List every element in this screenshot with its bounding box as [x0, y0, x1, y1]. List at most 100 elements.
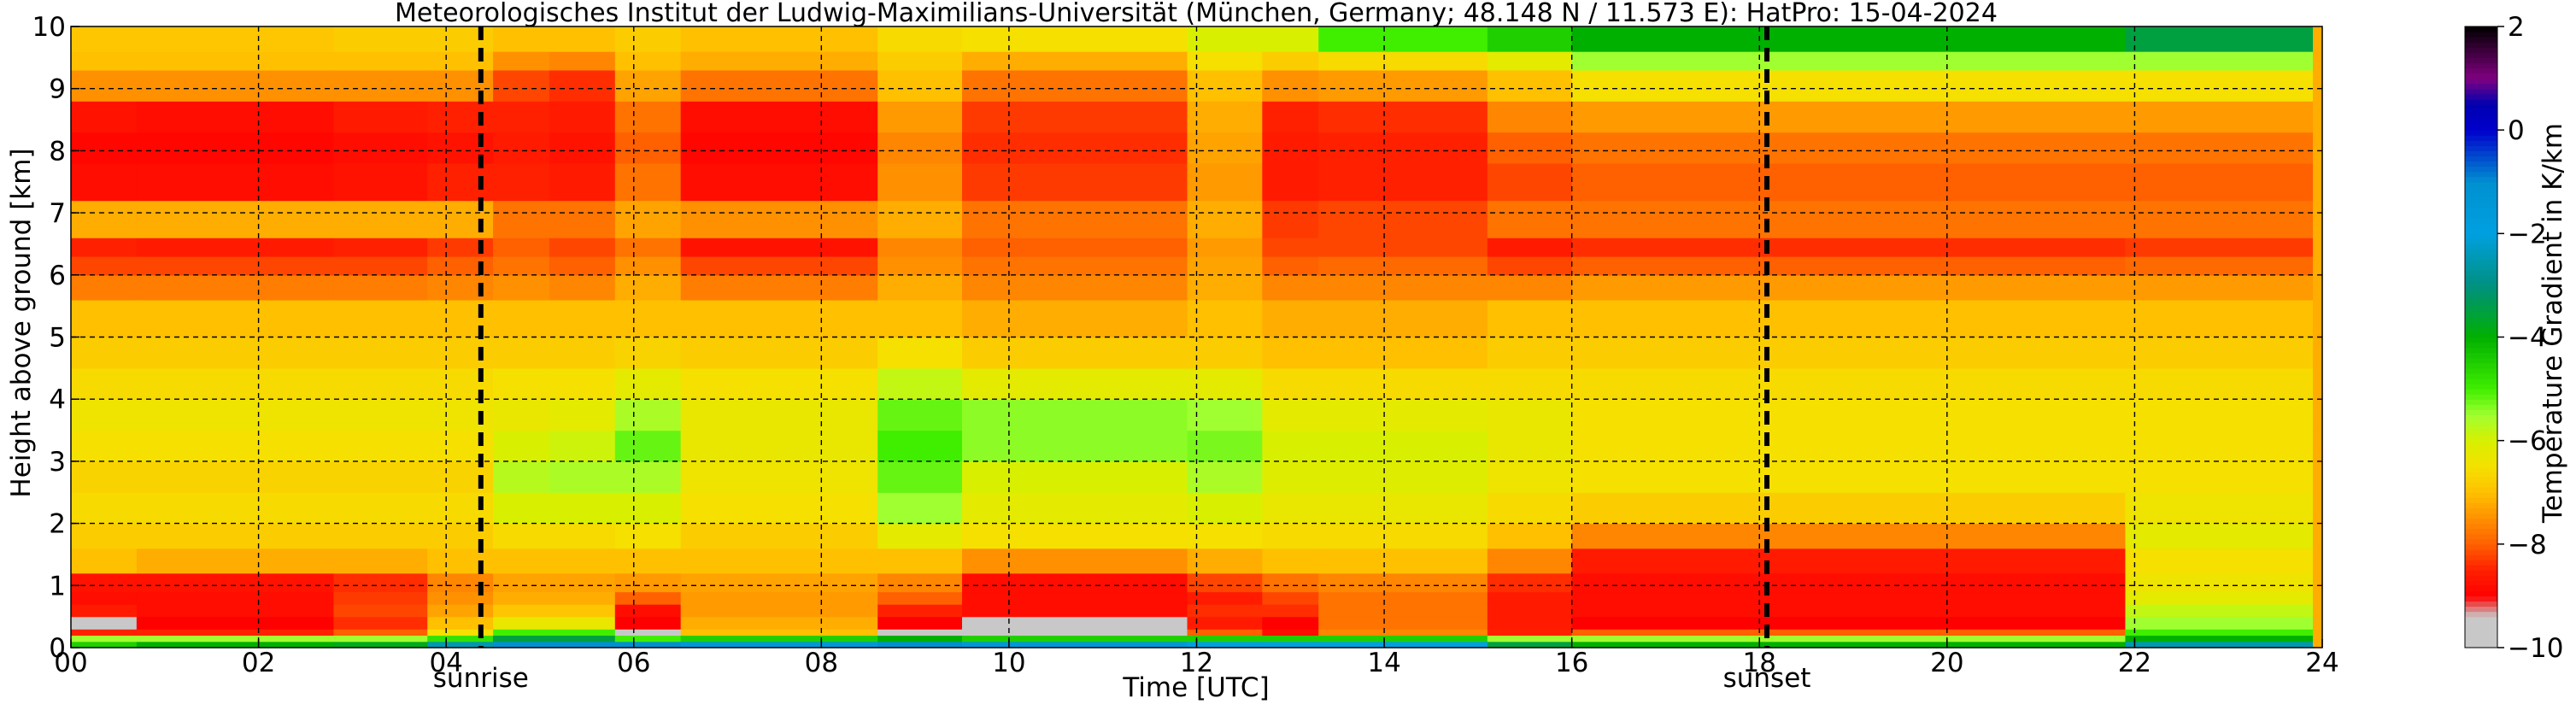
heatmap-cell	[680, 51, 878, 71]
heatmap-cell	[549, 523, 616, 549]
x-tick-label: 04	[429, 648, 462, 678]
heatmap-cell	[2313, 132, 2323, 164]
heatmap-cell	[2125, 523, 2314, 549]
heatmap-cell	[1487, 337, 1573, 369]
heatmap-cell	[877, 523, 963, 549]
heatmap-cell	[1262, 101, 1319, 133]
heatmap-cell	[549, 299, 616, 338]
heatmap-cell	[1262, 523, 1319, 549]
colorbar-tick-label: 0	[2508, 115, 2525, 146]
colorbar-swatch	[2465, 223, 2497, 229]
heatmap-cell	[877, 26, 963, 52]
heatmap-cell	[1487, 162, 1573, 202]
heatmap-cell	[962, 461, 1188, 493]
heatmap-cell	[877, 461, 963, 493]
heatmap-cell	[1571, 162, 2127, 202]
heatmap-cell	[2125, 399, 2314, 431]
heatmap-cell	[2313, 101, 2323, 133]
heatmap-cell	[1262, 299, 1319, 338]
heatmap-cell	[549, 591, 616, 605]
heatmap-cell	[71, 430, 138, 462]
heatmap-cell	[427, 200, 494, 238]
colorbar-swatch	[2465, 533, 2497, 540]
heatmap-cell	[136, 430, 335, 462]
heatmap-cell	[614, 492, 682, 525]
colorbar-swatch	[2465, 554, 2497, 560]
heatmap-cell	[1571, 200, 2127, 238]
heatmap-cell	[1262, 641, 1319, 648]
heatmap-cell	[1318, 629, 1488, 637]
heatmap-cell	[680, 255, 878, 276]
heatmap-cell	[614, 591, 682, 605]
heatmap-cell	[333, 132, 428, 164]
colorbar-swatch	[2465, 611, 2497, 618]
heatmap-cell	[71, 255, 138, 276]
heatmap-cell	[333, 238, 428, 257]
heatmap-cell	[962, 367, 1188, 400]
heatmap-cell	[136, 200, 335, 238]
heatmap-cell	[2313, 399, 2323, 431]
colorbar-swatch	[2465, 109, 2497, 115]
colorbar-swatch	[2465, 461, 2497, 467]
colorbar-swatch	[2465, 321, 2497, 327]
heatmap-cell	[549, 430, 616, 462]
colorbar-swatch	[2465, 238, 2497, 245]
heatmap-cell	[1571, 572, 2127, 593]
heatmap-cell	[71, 591, 138, 605]
heatmap-cell	[680, 101, 878, 133]
heatmap-cell	[1318, 591, 1488, 605]
colorbar-swatch	[2465, 57, 2497, 64]
heatmap-cell	[614, 604, 682, 618]
heatmap-cell	[1571, 255, 2127, 276]
heatmap-cell	[2313, 461, 2323, 493]
heatmap-cell	[1318, 523, 1488, 549]
heatmap-cell	[1318, 132, 1488, 164]
heatmap-cell	[877, 299, 963, 338]
heatmap-cell	[2125, 26, 2314, 52]
heatmap-cell	[333, 548, 428, 574]
heatmap-cell	[1262, 548, 1319, 574]
colorbar-swatch	[2465, 150, 2497, 157]
heatmap-cell	[427, 51, 494, 71]
heatmap-cell	[1571, 367, 2127, 400]
colorbar-swatch	[2465, 191, 2497, 198]
colorbar-swatch	[2465, 279, 2497, 286]
heatmap-cell	[549, 629, 616, 637]
heatmap-cell	[136, 238, 335, 257]
heatmap-cell	[877, 635, 963, 642]
colorbar-swatch	[2465, 538, 2497, 545]
heatmap-cell	[1487, 635, 1573, 642]
colorbar-swatch	[2465, 384, 2497, 390]
heatmap-cell	[1262, 430, 1319, 462]
heatmap-cell	[1318, 162, 1488, 202]
heatmap-cell	[614, 255, 682, 276]
heatmap-cell	[1262, 616, 1319, 630]
heatmap-cell	[680, 461, 878, 493]
heatmap-cell	[2125, 299, 2314, 338]
y-tick-label: 3	[49, 447, 66, 478]
colorbar-swatch	[2465, 301, 2497, 307]
heatmap-cell	[1187, 572, 1263, 593]
heatmap-cell	[877, 51, 963, 71]
heatmap-cell	[680, 200, 878, 238]
colorbar-swatch	[2465, 487, 2497, 493]
heatmap-cell	[136, 572, 335, 593]
colorbar-tick-label: −6	[2508, 426, 2547, 457]
heatmap-cell	[427, 604, 494, 618]
y-tick-label: 1	[49, 571, 66, 601]
colorbar-swatch	[2465, 311, 2497, 317]
heatmap-cell	[1187, 255, 1263, 276]
heatmap-cell	[1571, 591, 2127, 605]
heatmap-cell	[877, 69, 963, 102]
heatmap-cell	[1571, 399, 2127, 431]
heatmap-cell	[2125, 367, 2314, 400]
colorbar-swatch	[2465, 450, 2497, 457]
heatmap-cell	[877, 238, 963, 257]
heatmap-cell	[136, 162, 335, 202]
heatmap-cell	[427, 162, 494, 202]
heatmap-cell	[71, 399, 138, 431]
heatmap-cell	[493, 337, 550, 369]
colorbar-swatch	[2465, 73, 2497, 79]
heatmap-cell	[962, 255, 1188, 276]
heatmap-cell	[1187, 337, 1263, 369]
